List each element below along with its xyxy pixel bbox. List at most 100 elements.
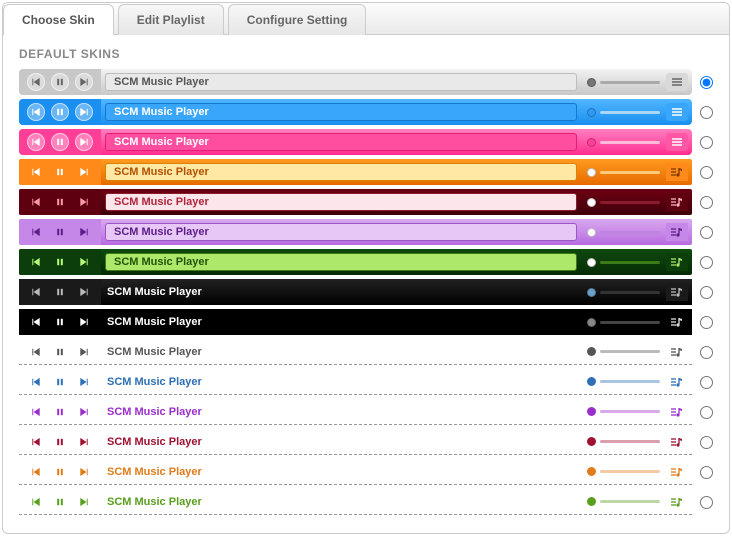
player-title: SCM Music Player	[105, 433, 577, 451]
playlist-icon	[666, 433, 688, 451]
volume-control	[581, 318, 666, 327]
skin-radio[interactable]	[700, 226, 713, 239]
skin-config-panel: Choose Skin Edit Playlist Configure Sett…	[2, 2, 730, 534]
volume-control	[581, 467, 666, 476]
player-controls	[19, 159, 101, 185]
player-preview: SCM Music Player	[19, 189, 692, 215]
volume-track	[600, 410, 660, 413]
prev-icon	[27, 193, 45, 211]
player-title: SCM Music Player	[105, 73, 577, 91]
player-controls	[19, 489, 101, 514]
volume-knob-icon	[587, 347, 596, 356]
tab-edit-playlist[interactable]: Edit Playlist	[118, 4, 224, 35]
tab-bar: Choose Skin Edit Playlist Configure Sett…	[3, 3, 729, 35]
skin-radio[interactable]	[700, 436, 713, 449]
volume-control	[581, 228, 666, 237]
skin-radio[interactable]	[700, 256, 713, 269]
volume-track	[600, 141, 660, 144]
player-controls	[19, 219, 101, 245]
skin-row: SCM Music Player	[19, 217, 713, 247]
prev-icon	[27, 73, 45, 91]
player-title: SCM Music Player	[105, 493, 577, 511]
playlist-icon	[666, 193, 688, 211]
next-icon	[75, 343, 93, 361]
prev-icon	[27, 163, 45, 181]
skin-radio[interactable]	[700, 346, 713, 359]
player-preview: SCM Music Player	[19, 339, 692, 365]
player-controls	[19, 339, 101, 364]
volume-track	[600, 350, 660, 353]
next-icon	[75, 283, 93, 301]
prev-icon	[27, 223, 45, 241]
skin-row: SCM Music Player	[19, 127, 713, 157]
player-controls	[19, 99, 101, 125]
playlist-icon	[666, 343, 688, 361]
volume-track	[600, 171, 660, 174]
player-title: SCM Music Player	[105, 403, 577, 421]
skin-radio[interactable]	[700, 166, 713, 179]
player-controls	[19, 369, 101, 394]
player-preview: SCM Music Player	[19, 459, 692, 485]
skin-row: SCM Music Player	[19, 427, 713, 457]
next-icon	[75, 163, 93, 181]
playlist-icon	[666, 133, 688, 151]
player-preview: SCM Music Player	[19, 399, 692, 425]
skin-radio[interactable]	[700, 466, 713, 479]
skin-radio[interactable]	[700, 496, 713, 509]
player-preview: SCM Music Player	[19, 99, 692, 125]
skin-radio[interactable]	[700, 76, 713, 89]
volume-control	[581, 497, 666, 506]
skin-row: SCM Music Player	[19, 457, 713, 487]
volume-control	[581, 138, 666, 147]
pause-icon	[51, 223, 69, 241]
skin-radio[interactable]	[700, 286, 713, 299]
prev-icon	[27, 433, 45, 451]
volume-control	[581, 78, 666, 87]
player-preview: SCM Music Player	[19, 249, 692, 275]
volume-control	[581, 437, 666, 446]
skin-radio[interactable]	[700, 136, 713, 149]
next-icon	[75, 73, 93, 91]
tab-configure-setting[interactable]: Configure Setting	[228, 4, 367, 35]
volume-track	[600, 380, 660, 383]
pause-icon	[51, 343, 69, 361]
skin-radio[interactable]	[700, 106, 713, 119]
volume-knob-icon	[587, 497, 596, 506]
playlist-icon	[666, 493, 688, 511]
pause-icon	[51, 283, 69, 301]
skin-row: SCM Music Player	[19, 97, 713, 127]
pause-icon	[51, 73, 69, 91]
skin-list: SCM Music PlayerSCM Music PlayerSCM Musi…	[19, 67, 713, 517]
player-controls	[19, 249, 101, 275]
player-title: SCM Music Player	[105, 163, 577, 181]
skin-row: SCM Music Player	[19, 397, 713, 427]
skin-radio[interactable]	[700, 406, 713, 419]
playlist-icon	[666, 283, 688, 301]
player-title: SCM Music Player	[105, 253, 577, 271]
skin-row: SCM Music Player	[19, 277, 713, 307]
volume-knob-icon	[587, 228, 596, 237]
volume-knob-icon	[587, 318, 596, 327]
next-icon	[75, 103, 93, 121]
volume-track	[600, 291, 660, 294]
prev-icon	[27, 373, 45, 391]
skin-radio[interactable]	[700, 196, 713, 209]
prev-icon	[27, 403, 45, 421]
playlist-icon	[666, 313, 688, 331]
next-icon	[75, 403, 93, 421]
tab-choose-skin[interactable]: Choose Skin	[3, 4, 114, 35]
skin-radio[interactable]	[700, 376, 713, 389]
prev-icon	[27, 463, 45, 481]
player-controls	[19, 309, 101, 335]
skin-row: SCM Music Player	[19, 157, 713, 187]
skin-row: SCM Music Player	[19, 367, 713, 397]
player-preview: SCM Music Player	[19, 489, 692, 515]
playlist-icon	[666, 223, 688, 241]
player-title: SCM Music Player	[105, 343, 577, 361]
prev-icon	[27, 343, 45, 361]
volume-track	[600, 321, 660, 324]
volume-knob-icon	[587, 437, 596, 446]
skin-radio[interactable]	[700, 316, 713, 329]
volume-knob-icon	[587, 78, 596, 87]
volume-control	[581, 198, 666, 207]
